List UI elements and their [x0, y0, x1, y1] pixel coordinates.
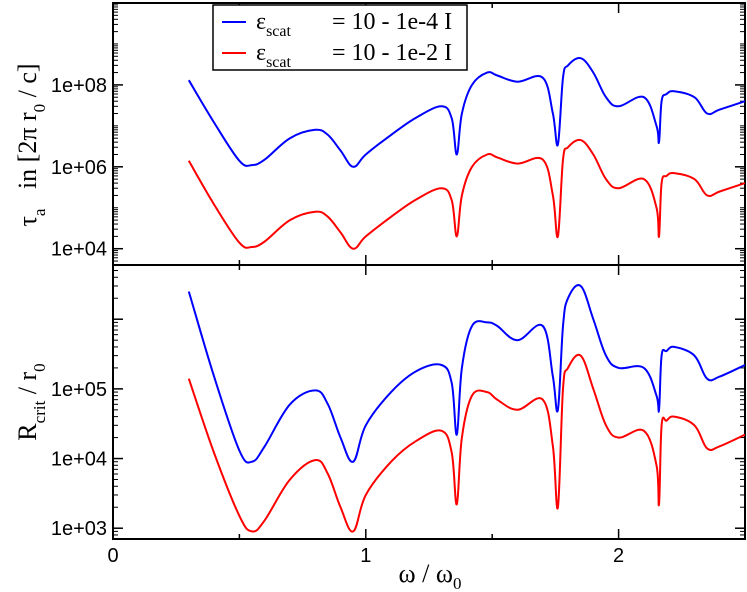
- legend-box: [212, 4, 468, 71]
- x-ticks: 0 1 2: [107, 3, 746, 567]
- series-line-eps_1e-4: [187, 56, 745, 168]
- series-line-eps_1e-4: [187, 284, 745, 464]
- xlabel-main: ω / ω: [399, 559, 453, 588]
- legend-blue-sub: scat: [266, 23, 291, 40]
- top-ylabel-rest-sub: 0: [30, 104, 49, 113]
- x-tick-label: 0: [107, 545, 118, 567]
- bottom-y-axis-title: Rcrit / r0: [13, 363, 49, 440]
- top-y-axis-title: τa in [2π r0 / c]: [13, 63, 49, 226]
- legend-red-sub: scat: [266, 54, 291, 71]
- bottom-panel-frame: [112, 264, 746, 540]
- top-ylabel-rest-a: in [2π r: [13, 112, 42, 209]
- top-y-ticks: 1e+04 1e+06 1e+08: [51, 2, 745, 266]
- y-tick-label: 1e+06: [51, 157, 107, 179]
- legend-blue-value: = 10 - 1e-4 I: [332, 9, 452, 35]
- legend-red-value: = 10 - 1e-2 I: [332, 40, 452, 66]
- bottom-ylabel-rest-a: / r: [13, 371, 42, 400]
- top-ylabel-main: τ: [13, 216, 42, 226]
- x-axis-title: ω / ω0: [399, 559, 462, 592]
- x-tick-label: 1: [360, 545, 371, 567]
- y-tick-label: 1e+04: [51, 449, 107, 471]
- y-tick-label: 1e+08: [51, 75, 107, 97]
- series-line-eps_1e-2: [187, 353, 745, 533]
- top-series-lines: [187, 56, 745, 250]
- y-tick-label: 1e+04: [51, 239, 107, 261]
- bottom-ylabel-sub: crit: [30, 400, 49, 423]
- top-ylabel-sub: a: [30, 208, 49, 216]
- x-tick-label: 2: [613, 545, 624, 567]
- legend: εscat = 10 - 1e-4 I εscat = 10 - 1e-2 I: [212, 4, 468, 71]
- bottom-ylabel-main: R: [13, 423, 42, 441]
- bottom-ylabel-rest-sub: 0: [30, 363, 49, 372]
- legend-entry-red: εscat = 10 - 1e-2 I: [256, 40, 452, 71]
- xlabel-sub: 0: [453, 574, 462, 592]
- bottom-series-lines: [187, 284, 745, 533]
- y-tick-label: 1e+03: [51, 518, 107, 540]
- bottom-y-ticks: 1e+03 1e+04 1e+05: [51, 264, 745, 540]
- top-ylabel-rest-b: / c]: [13, 63, 42, 103]
- series-line-eps_1e-2: [187, 138, 745, 250]
- legend-entry-blue: εscat = 10 - 1e-4 I: [256, 9, 452, 40]
- legend-red-symbol: ε: [256, 40, 266, 66]
- y-tick-label: 1e+05: [51, 379, 107, 401]
- legend-blue-symbol: ε: [256, 9, 266, 35]
